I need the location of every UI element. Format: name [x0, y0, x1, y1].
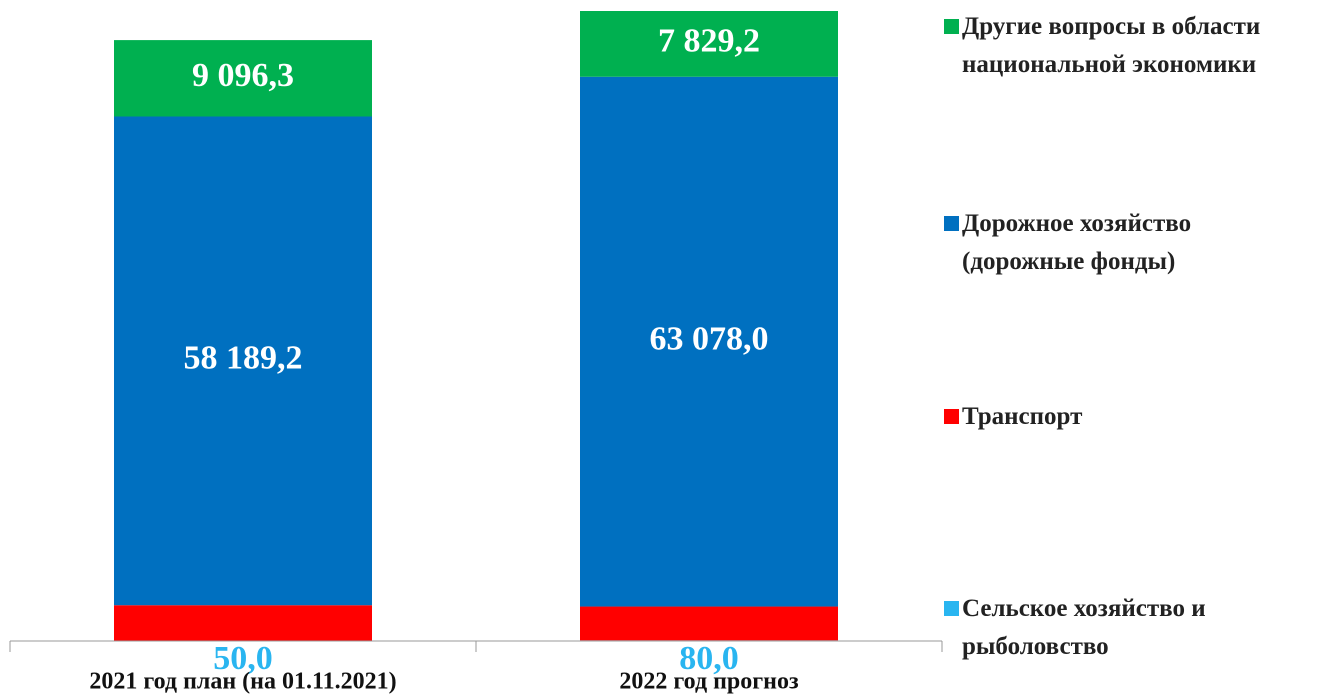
legend-entry: Другие вопросы в области национальной эк… — [944, 8, 1319, 84]
legend-label: Другие вопросы в области национальной эк… — [962, 13, 1261, 78]
x-tick-label: 2022 год прогноз — [619, 669, 799, 694]
data-label: 9 096,3 — [192, 57, 294, 94]
legend-label: Дорожное хозяйство (дорожные фонды) — [962, 210, 1192, 275]
legend-entry: Транспорт — [944, 398, 1319, 436]
legend-label: Транспорт — [962, 403, 1083, 430]
legend-swatch — [944, 19, 959, 34]
bar-segment — [580, 606, 838, 641]
data-label: 50,0 — [213, 640, 273, 677]
x-tick-label: 2021 год план (на 01.11.2021) — [89, 669, 396, 694]
data-label: 7 829,2 — [658, 23, 760, 60]
data-label: 58 189,2 — [184, 340, 303, 377]
bar-segment — [114, 605, 372, 641]
legend-entry: Дорожное хозяйство (дорожные фонды) — [944, 205, 1319, 281]
bar-segment — [114, 116, 372, 606]
legend-label: Сельское хозяйство и рыболовство — [962, 595, 1206, 660]
legend-entry: Сельское хозяйство и рыболовство — [944, 590, 1319, 666]
legend-swatch — [944, 601, 959, 616]
data-label: 63 078,0 — [650, 320, 769, 357]
bar-segment — [580, 76, 838, 607]
legend-swatch — [944, 409, 959, 424]
bar-segment — [114, 40, 372, 117]
data-label: 80,0 — [679, 640, 739, 677]
bar-segment — [580, 11, 838, 77]
legend-swatch — [944, 216, 959, 231]
